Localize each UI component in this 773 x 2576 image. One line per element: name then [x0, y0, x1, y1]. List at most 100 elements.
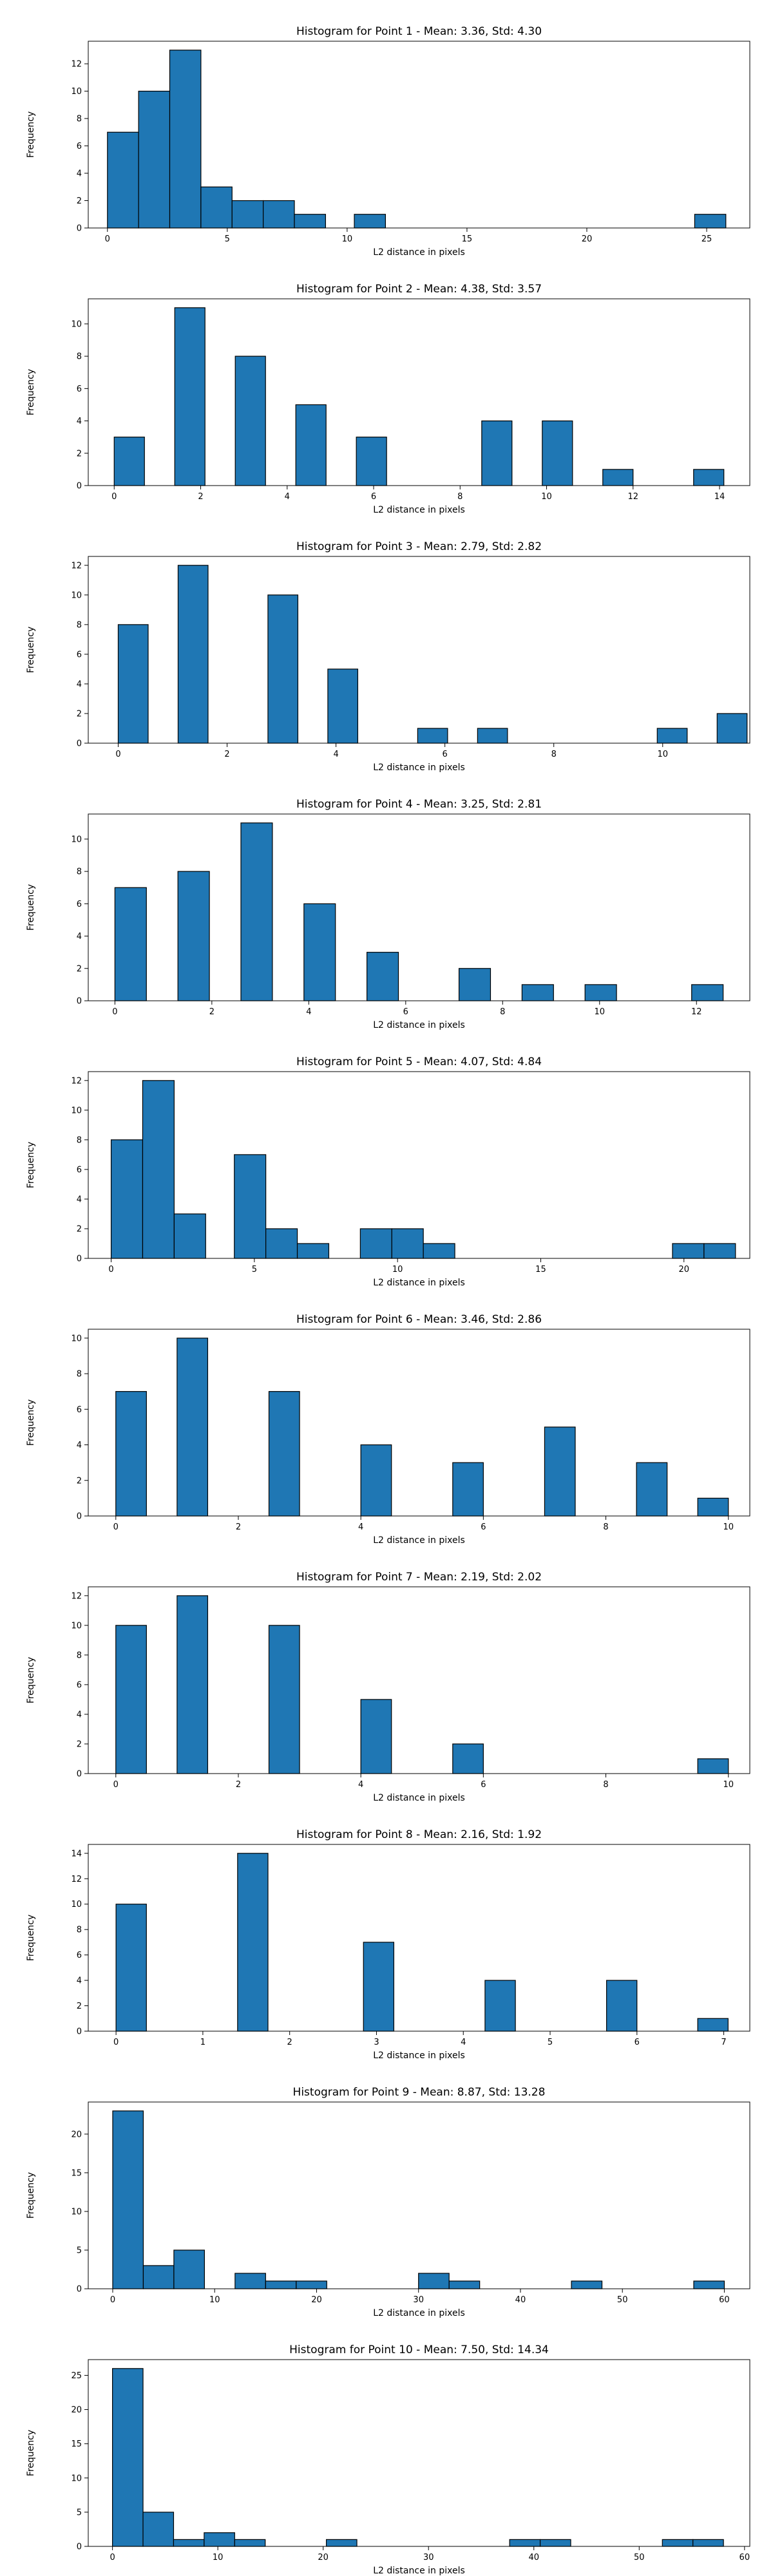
y-tick-label: 20	[71, 2130, 82, 2139]
chart-title: Histogram for Point 2 - Mean: 4.38, Std:…	[296, 283, 542, 296]
y-tick-label: 6	[77, 1405, 82, 1415]
chart-panel: Histogram for Point 5 - Mean: 4.07, Std:…	[26, 1056, 750, 1288]
y-tick-label: 0	[77, 2027, 82, 2037]
y-tick-label: 5	[77, 2508, 82, 2517]
x-tick-label: 4	[306, 1007, 311, 1017]
histogram-bar	[113, 437, 145, 486]
y-tick-label: 10	[71, 1900, 82, 1909]
histogram-bar	[694, 214, 727, 229]
histogram-bar	[263, 200, 295, 229]
x-tick-label: 6	[371, 492, 376, 502]
y-tick-label: 10	[71, 2207, 82, 2217]
chart-title: Histogram for Point 3 - Mean: 2.79, Std:…	[296, 540, 542, 553]
chart-panel: Histogram for Point 7 - Mean: 2.19, Std:…	[26, 1571, 750, 1803]
y-tick-label: 15	[71, 2439, 82, 2449]
y-axis-label: Frequency	[26, 884, 36, 931]
x-tick-label: 4	[285, 492, 290, 502]
x-tick-label: 15	[462, 234, 473, 244]
histogram-bar	[452, 1743, 484, 1774]
histogram-bar	[294, 214, 326, 229]
chart-panel: Histogram for Point 2 - Mean: 4.38, Std:…	[26, 283, 750, 515]
y-tick-label: 10	[71, 835, 82, 844]
y-tick-label: 4	[77, 417, 82, 426]
y-tick-label: 0	[77, 1512, 82, 1522]
x-tick-label: 0	[105, 234, 110, 244]
histogram-bar	[448, 2280, 481, 2289]
x-tick-label: 7	[721, 2038, 726, 2047]
x-tick-label: 40	[515, 2295, 526, 2305]
x-axis-label: L2 distance in pixels	[373, 1278, 465, 1288]
histogram-bar	[359, 1228, 392, 1259]
y-tick-label: 12	[71, 561, 82, 571]
histogram-bar	[303, 903, 336, 1001]
chart-panel: Histogram for Point 9 - Mean: 8.87, Std:…	[26, 2086, 750, 2318]
plot-frame	[88, 298, 750, 486]
y-tick-label: 10	[71, 1621, 82, 1631]
x-tick-label: 6	[481, 1522, 486, 1532]
x-tick-label: 4	[333, 750, 338, 759]
x-tick-label: 0	[113, 1780, 119, 1790]
plot-frame	[88, 2359, 750, 2547]
y-axis-label: Frequency	[26, 1657, 36, 1703]
histogram-bar	[691, 984, 724, 1001]
x-tick-label: 0	[112, 1007, 117, 1017]
y-tick-label: 6	[77, 1951, 82, 1960]
histogram-bar	[234, 2539, 266, 2547]
histogram-bar	[268, 1391, 300, 1517]
y-tick-label: 4	[77, 1710, 82, 1719]
y-tick-label: 2	[77, 449, 82, 459]
plot-frame	[88, 1844, 750, 2032]
x-tick-label: 4	[358, 1780, 363, 1790]
y-axis-label: Frequency	[26, 369, 36, 415]
x-tick-label: 2	[224, 750, 229, 759]
y-tick-label: 0	[77, 482, 82, 491]
y-tick-label: 6	[77, 142, 82, 151]
chart-title: Histogram for Point 10 - Mean: 7.50, Std…	[289, 2344, 549, 2356]
x-tick-label: 4	[461, 2038, 466, 2047]
histogram-bar	[115, 1904, 147, 2032]
chart-panel: Histogram for Point 10 - Mean: 7.50, Std…	[26, 2344, 750, 2576]
histogram-bar	[267, 594, 299, 744]
y-tick-label: 10	[71, 2474, 82, 2483]
histogram-bar	[656, 728, 688, 744]
histogram-bar	[544, 1426, 576, 1517]
histogram-bar	[697, 2018, 729, 2032]
histogram-bar	[360, 1699, 392, 1774]
y-tick-label: 4	[77, 1195, 82, 1204]
plot-frame	[88, 2101, 750, 2289]
y-tick-label: 8	[77, 867, 82, 877]
x-tick-label: 20	[582, 234, 593, 244]
x-tick-label: 20	[311, 2295, 322, 2305]
chart-panel: Histogram for Point 6 - Mean: 3.46, Std:…	[26, 1313, 750, 1546]
y-tick-label: 8	[77, 352, 82, 362]
histogram-bar	[204, 2532, 235, 2547]
histogram-bar	[115, 1625, 147, 1774]
x-tick-label: 2	[287, 2038, 292, 2047]
x-tick-label: 2	[236, 1522, 241, 1532]
histogram-bar	[174, 307, 205, 486]
histogram-bar	[177, 1338, 209, 1517]
x-tick-label: 15	[535, 1265, 546, 1274]
x-tick-label: 6	[481, 1780, 486, 1790]
y-tick-label: 0	[77, 1255, 82, 1264]
histogram-bar	[142, 2265, 175, 2289]
plot-frame	[88, 41, 750, 229]
y-tick-label: 20	[71, 2405, 82, 2415]
y-tick-label: 4	[77, 679, 82, 689]
y-tick-label: 2	[77, 1224, 82, 1234]
x-tick-label: 10	[541, 492, 552, 502]
histogram-bar	[112, 2110, 144, 2289]
x-tick-label: 6	[635, 2038, 640, 2047]
histogram-bar	[234, 1154, 267, 1259]
histogram-bar	[509, 2539, 541, 2547]
x-axis-label: L2 distance in pixels	[373, 1535, 465, 1546]
x-tick-label: 8	[551, 750, 557, 759]
x-tick-label: 8	[500, 1007, 505, 1017]
histogram-bar	[240, 822, 273, 1001]
y-tick-label: 6	[77, 1680, 82, 1690]
y-tick-label: 6	[77, 900, 82, 909]
x-tick-label: 30	[413, 2295, 424, 2305]
histogram-bar	[477, 728, 508, 744]
histogram-bar	[672, 1243, 705, 1259]
y-tick-label: 15	[71, 2168, 82, 2178]
